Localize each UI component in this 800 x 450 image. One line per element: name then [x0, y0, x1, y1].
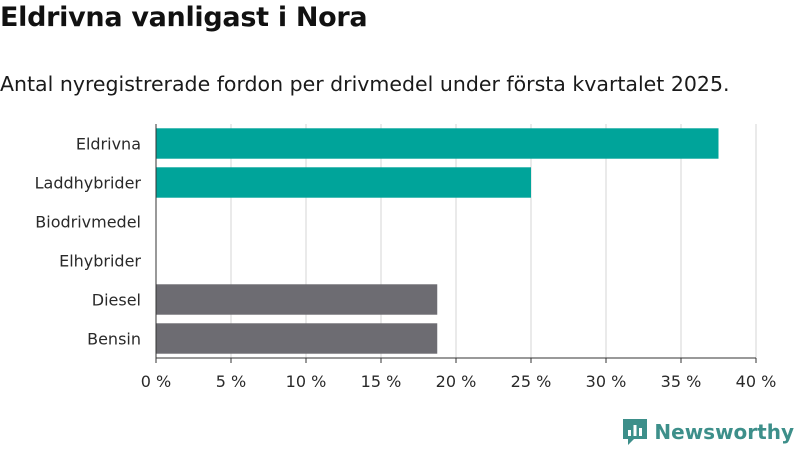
category-label: Elhybrider — [59, 252, 141, 271]
category-label: Bensin — [87, 330, 141, 349]
x-tick-label: 25 % — [511, 372, 552, 391]
newsworthy-brand: Newsworthy — [622, 418, 794, 446]
brand-name: Newsworthy — [654, 420, 794, 444]
category-label: Biodrivmedel — [35, 213, 141, 232]
category-label: Diesel — [92, 291, 141, 310]
category-label: Laddhybrider — [35, 174, 142, 193]
bar — [156, 167, 531, 198]
chart-title: Eldrivna vanligast i Nora — [0, 2, 368, 33]
x-tick-label: 10 % — [286, 372, 327, 391]
x-tick-label: 0 % — [141, 372, 171, 391]
x-tick-label: 40 % — [736, 372, 777, 391]
x-tick-label: 30 % — [586, 372, 627, 391]
chart-subtitle: Antal nyregistrerade fordon per drivmede… — [0, 72, 730, 96]
x-tick-label: 35 % — [661, 372, 702, 391]
x-tick-label: 5 % — [216, 372, 246, 391]
bar — [156, 128, 719, 159]
bar — [156, 284, 438, 315]
newsworthy-logo-icon — [623, 419, 648, 445]
x-tick-label: 20 % — [436, 372, 477, 391]
bar — [156, 323, 438, 354]
category-label: Eldrivna — [76, 135, 141, 154]
x-tick-label: 15 % — [361, 372, 402, 391]
